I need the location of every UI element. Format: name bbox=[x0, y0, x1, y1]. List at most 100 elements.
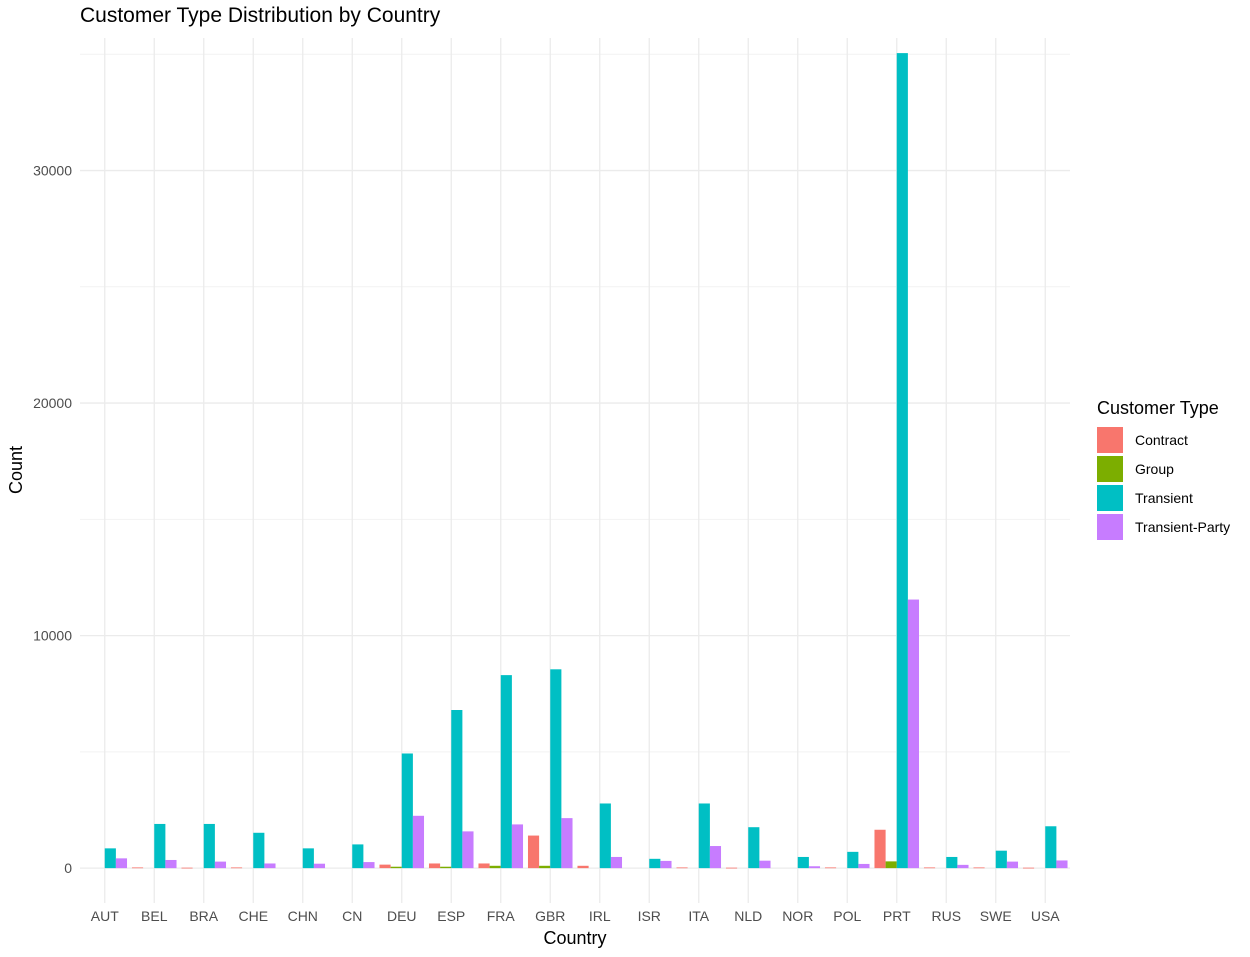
bar-contract-gbr bbox=[527, 835, 540, 869]
bar-contract-pol bbox=[824, 867, 837, 869]
bar-transient-esp bbox=[451, 710, 463, 869]
bar-contract-bel bbox=[131, 867, 144, 869]
bar-transient-party-chn bbox=[313, 863, 326, 869]
bar-transient-nld bbox=[748, 827, 760, 869]
legend-item: Transient-Party bbox=[1097, 512, 1230, 541]
y-tick-label: 30000 bbox=[33, 163, 72, 179]
y-axis-ticks: 0 10000 20000 30000 bbox=[33, 163, 72, 877]
bar-transient-ita bbox=[698, 803, 710, 869]
bar-transient-party-isr bbox=[660, 860, 672, 869]
x-tick-label: NOR bbox=[782, 908, 813, 924]
legend-label: Transient bbox=[1135, 489, 1193, 506]
bar-transient-deu bbox=[401, 753, 413, 869]
bar-contract-che bbox=[230, 867, 243, 869]
x-tick-label: CHN bbox=[288, 908, 318, 924]
bar-transient-party-esp bbox=[462, 831, 474, 869]
bar-group-gbr bbox=[539, 865, 551, 869]
bar-transient-party-bel bbox=[165, 859, 177, 869]
bar-transient-party-nor bbox=[808, 866, 821, 869]
x-tick-label: BEL bbox=[141, 908, 168, 924]
x-tick-label: IRL bbox=[589, 908, 611, 924]
bar-transient-prt bbox=[896, 53, 908, 869]
y-axis-title: Count bbox=[6, 446, 26, 494]
x-tick-label: ISR bbox=[638, 908, 661, 924]
bar-group-esp bbox=[440, 866, 452, 869]
legend-item: Group bbox=[1097, 454, 1230, 483]
y-tick-label: 20000 bbox=[33, 395, 72, 411]
x-tick-label: RUS bbox=[931, 908, 961, 924]
bar-transient-isr bbox=[649, 858, 661, 869]
legend-item: Contract bbox=[1097, 425, 1230, 454]
bar-transient-swe bbox=[995, 850, 1007, 869]
legend-swatch bbox=[1097, 426, 1123, 453]
x-tick-label: SWE bbox=[980, 908, 1012, 924]
x-tick-label: USA bbox=[1031, 908, 1060, 924]
bar-transient-party-bra bbox=[214, 861, 227, 869]
bar-transient-usa bbox=[1045, 826, 1057, 869]
bar-transient-aut bbox=[104, 848, 116, 869]
bar-contract-swe bbox=[973, 867, 985, 869]
bar-group-prt bbox=[885, 861, 897, 869]
x-tick-label: FRA bbox=[487, 908, 516, 924]
bar-group-fra bbox=[489, 865, 501, 869]
x-axis-title: Country bbox=[543, 928, 606, 948]
y-tick-label: 10000 bbox=[33, 628, 72, 644]
bar-transient-fra bbox=[500, 675, 512, 869]
grid-lines bbox=[80, 38, 1070, 903]
chart-title: Customer Type Distribution by Country bbox=[80, 4, 441, 27]
bar-transient-party-gbr bbox=[561, 818, 573, 869]
x-tick-label: CHE bbox=[238, 908, 268, 924]
bar-contract-rus bbox=[923, 867, 936, 869]
bar-transient-party-rus bbox=[957, 864, 969, 869]
x-tick-label: AUT bbox=[91, 908, 119, 924]
bar-transient-che bbox=[253, 832, 265, 869]
bar-transient-party-fra bbox=[511, 824, 524, 869]
bar-contract-fra bbox=[478, 863, 490, 869]
bar-group-deu bbox=[390, 866, 402, 869]
bar-transient-party-aut bbox=[115, 858, 128, 869]
legend-swatch bbox=[1097, 484, 1123, 511]
bar-transient-cn bbox=[352, 844, 364, 869]
bar-transient-party-pol bbox=[858, 863, 870, 869]
bar-transient-gbr bbox=[550, 669, 562, 869]
legend-item: Transient bbox=[1097, 483, 1230, 512]
legend: Customer Type Contract Group Transient Tran… bbox=[1097, 398, 1230, 541]
x-tick-label: PRT bbox=[883, 908, 911, 924]
bar-contract-usa bbox=[1022, 867, 1035, 869]
bar-contract-irl bbox=[577, 865, 589, 869]
bar-transient-rus bbox=[946, 856, 958, 869]
bar-transient-party-usa bbox=[1056, 860, 1068, 869]
x-tick-label: CN bbox=[342, 908, 362, 924]
bar-contract-esp bbox=[428, 863, 441, 869]
y-tick-label: 0 bbox=[64, 860, 72, 876]
legend-label: Group bbox=[1135, 460, 1174, 477]
bar-transient-party-nld bbox=[759, 860, 771, 869]
bar-transient-chn bbox=[302, 848, 314, 869]
x-tick-label: NLD bbox=[734, 908, 762, 924]
bar-contract-nld bbox=[725, 867, 738, 869]
legend-title: Customer Type bbox=[1097, 398, 1219, 418]
bar-contract-bra bbox=[181, 867, 193, 869]
bar-transient-party-che bbox=[264, 863, 276, 869]
bar-transient-party-cn bbox=[363, 862, 375, 869]
legend-label: Contract bbox=[1135, 431, 1188, 448]
bar-transient-nor bbox=[797, 856, 809, 869]
x-tick-label: POL bbox=[833, 908, 861, 924]
bar-contract-deu bbox=[379, 864, 391, 869]
legend-swatch bbox=[1097, 513, 1123, 540]
bar-transient-pol bbox=[847, 851, 859, 869]
x-tick-label: DEU bbox=[387, 908, 417, 924]
bar-transient-irl bbox=[599, 803, 611, 869]
legend-items: Contract Group Transient Transient-Party bbox=[1097, 425, 1230, 541]
bars bbox=[104, 53, 1068, 869]
bar-transient-party-irl bbox=[610, 856, 623, 869]
bar-transient-bel bbox=[154, 823, 166, 869]
x-tick-label: BRA bbox=[189, 908, 218, 924]
bar-transient-bra bbox=[203, 823, 215, 869]
bar-contract-ita bbox=[676, 867, 688, 869]
bar-contract-prt bbox=[874, 829, 886, 869]
bar-transient-party-ita bbox=[709, 846, 722, 869]
x-tick-label: ITA bbox=[688, 908, 709, 924]
x-axis-ticks: AUT BEL BRA CHE CHN CN DEU ESP FRA GBR IRL ISR ITA NL… bbox=[91, 908, 1061, 924]
